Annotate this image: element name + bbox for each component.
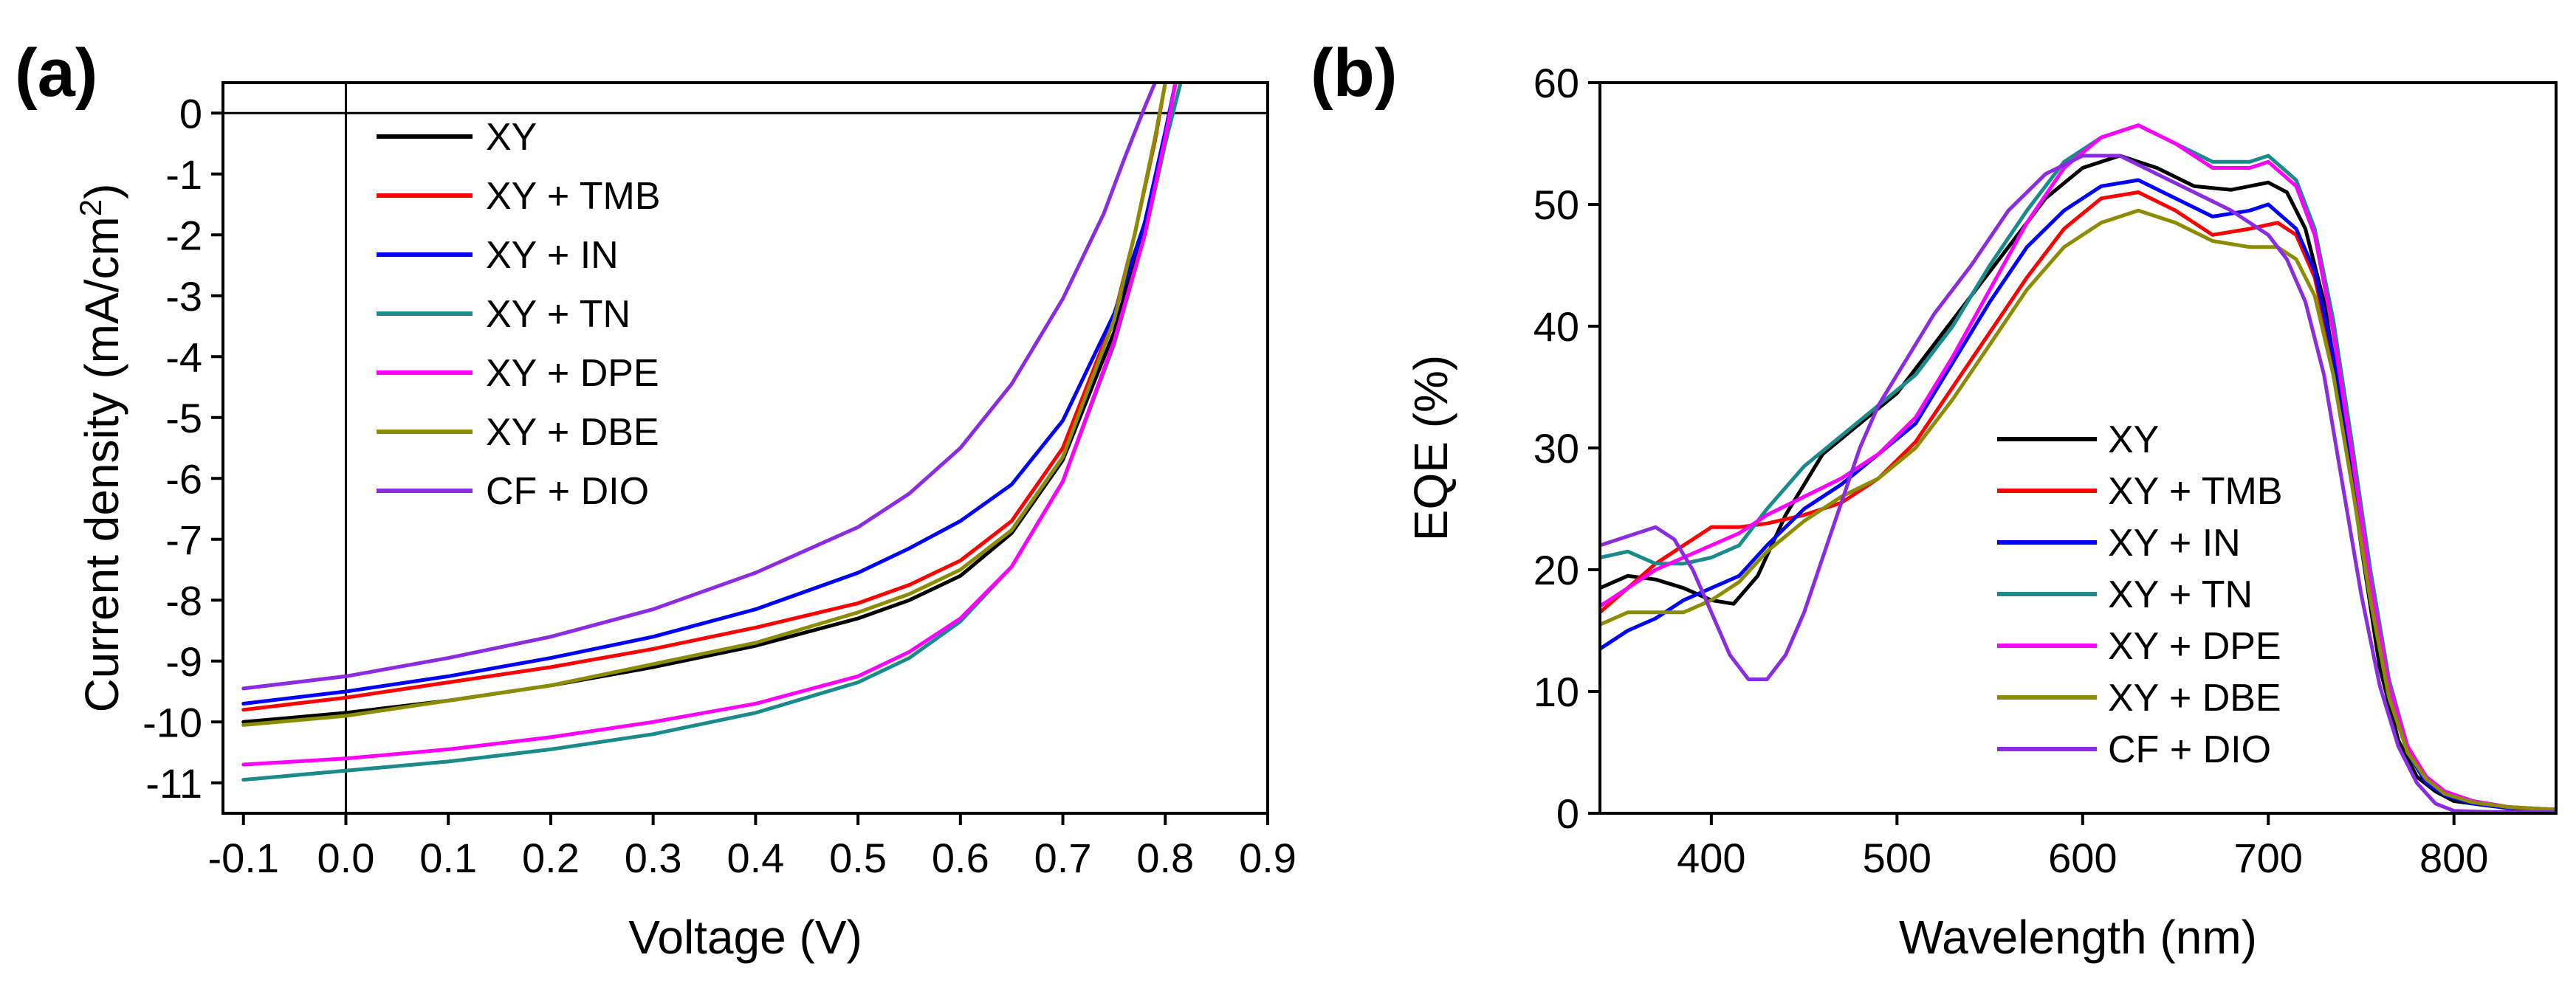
legend-label-xy-in: XY + IN bbox=[2108, 522, 2241, 565]
panel-b: (b) 400 500 600 700 800 0 10 20 30 40 50 60 Wavelengt… bbox=[1311, 35, 2558, 964]
series-group bbox=[1600, 123, 2556, 813]
series-line-xy-dpe bbox=[1600, 123, 2556, 812]
y-tick-label: -6 bbox=[165, 455, 202, 502]
series-line-xy-tn bbox=[1600, 123, 2556, 812]
x-tick-label: 400 bbox=[1677, 835, 1745, 881]
panel-label-b: (b) bbox=[1311, 35, 1397, 111]
x-tick-label: 0.7 bbox=[1034, 835, 1092, 881]
x-axis-title: Voltage (V) bbox=[628, 911, 862, 964]
y-tick-label: 10 bbox=[1533, 669, 1579, 715]
x-tick-label: 800 bbox=[2419, 835, 2488, 881]
y-tick-label: 0 bbox=[179, 90, 202, 137]
y-axis-title-end: ) bbox=[75, 184, 128, 199]
plot-frame bbox=[221, 81, 1269, 815]
series-group bbox=[241, 83, 1183, 782]
x-tick-label: 600 bbox=[2048, 835, 2117, 881]
x-axis-title: Wavelength (nm) bbox=[1899, 911, 2257, 964]
legend-label-xy: XY bbox=[2108, 418, 2159, 461]
x-tick-label: 0.0 bbox=[317, 835, 375, 881]
y-tick-label: -5 bbox=[165, 395, 202, 441]
y-tick-label: 30 bbox=[1533, 425, 1579, 472]
series-line-xy-tmb bbox=[1600, 190, 2556, 812]
plot-frame bbox=[1598, 81, 2558, 815]
series-line-cf-dio bbox=[241, 83, 1157, 691]
x-tick-label: 700 bbox=[2234, 835, 2303, 881]
legend-label-xy-dbe: XY + DBE bbox=[486, 411, 659, 454]
legend-label-cf-dio: CF + DIO bbox=[2108, 728, 2271, 771]
series-line-xy-dbe bbox=[241, 83, 1167, 727]
y-tick-label: 0 bbox=[1556, 790, 1579, 837]
y-tick-label: -2 bbox=[165, 212, 202, 258]
legend-label-xy-tmb: XY + TMB bbox=[2108, 470, 2283, 513]
series-line-xy-tmb bbox=[241, 83, 1167, 712]
legend-label-xy-tmb: XY + TMB bbox=[486, 175, 661, 218]
x-tick-label: 0.9 bbox=[1239, 835, 1296, 881]
y-axis-title-superscript: 2 bbox=[73, 199, 108, 216]
legend-label-xy-tn: XY + TN bbox=[486, 293, 631, 336]
y-tick-label: -11 bbox=[145, 760, 202, 807]
y-tick-label: 40 bbox=[1533, 303, 1579, 350]
legend-label-cf-dio: CF + DIO bbox=[486, 470, 649, 513]
legend-label-xy-dpe: XY + DPE bbox=[2108, 625, 2281, 668]
x-tick-label: 0.6 bbox=[932, 835, 989, 881]
legend-label-xy-dpe: XY + DPE bbox=[486, 352, 659, 395]
legend-label-xy: XY bbox=[486, 116, 537, 159]
series-line-xy bbox=[1600, 154, 2556, 812]
y-tick-label: -7 bbox=[165, 517, 202, 563]
panel-label-a: (a) bbox=[15, 35, 97, 111]
y-tick-label: 50 bbox=[1533, 182, 1579, 228]
legend-label-xy-tn: XY + TN bbox=[2108, 573, 2253, 616]
legend: XY XY + TMB XY + IN XY + TN XY + DPE XY + DBE… bbox=[1997, 418, 2283, 771]
x-tick-label: 0.1 bbox=[419, 835, 477, 881]
legend: XY XY + TMB XY + IN XY + TN XY + DPE XY + DBE… bbox=[377, 116, 661, 513]
legend-label-xy-dbe: XY + DBE bbox=[2108, 677, 2281, 720]
y-tick-label: -1 bbox=[165, 151, 202, 198]
x-tick-label: 500 bbox=[1863, 835, 1931, 881]
x-tick-label: 0.3 bbox=[625, 835, 682, 881]
series-line-xy-in bbox=[1600, 178, 2556, 812]
y-tick-label: 20 bbox=[1533, 547, 1579, 593]
x-tick-label: 0.4 bbox=[727, 835, 784, 881]
panel-a: (a) -0.1 0.0 0.1 0.2 0.3 0.4 0.5 0.6 0.7 0.8 0.9 0 -1… bbox=[15, 35, 1296, 964]
x-tick-label: 0.2 bbox=[522, 835, 580, 881]
y-tick-label: 60 bbox=[1533, 60, 1579, 106]
series-line-xy bbox=[241, 83, 1178, 724]
series-line-cf-dio bbox=[1600, 154, 2556, 813]
series-line-xy-dpe bbox=[241, 83, 1178, 767]
y-tick-label: -8 bbox=[165, 577, 202, 624]
y-axis-title-main: Current density (mA/cm bbox=[75, 216, 128, 712]
x-tick-label: 0.8 bbox=[1136, 835, 1194, 881]
y-tick-label: -3 bbox=[165, 273, 202, 320]
y-tick-label: -10 bbox=[142, 699, 202, 745]
series-line-xy-dbe bbox=[1600, 208, 2556, 812]
y-axis-title: EQE (%) bbox=[1404, 355, 1457, 541]
y-tick-label: -4 bbox=[165, 334, 202, 380]
x-tick-label: 0.5 bbox=[829, 835, 887, 881]
y-axis-title: Current density (mA/cm2) bbox=[73, 184, 129, 713]
x-tick-label: -0.1 bbox=[207, 835, 279, 881]
legend-label-xy-in: XY + IN bbox=[486, 234, 619, 277]
series-line-xy-in bbox=[241, 83, 1178, 706]
y-tick-label: -9 bbox=[165, 638, 202, 685]
